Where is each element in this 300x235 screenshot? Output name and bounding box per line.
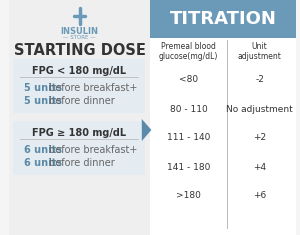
Text: -2: -2 [255, 75, 264, 85]
Text: FPG ≥ 180 mg/dL: FPG ≥ 180 mg/dL [32, 128, 127, 138]
Text: FPG < 180 mg/dL: FPG < 180 mg/dL [32, 66, 127, 76]
Text: TITRATION: TITRATION [170, 10, 277, 28]
Text: Premeal blood
glucose(mg/dL): Premeal blood glucose(mg/dL) [159, 42, 218, 61]
Bar [150, 0, 296, 235]
Bar [9, 0, 150, 235]
Text: +6: +6 [253, 192, 266, 200]
Text: 111 - 140: 111 - 140 [167, 133, 210, 142]
Text: 5 units: 5 units [24, 83, 62, 93]
Text: before breakfast+: before breakfast+ [49, 83, 137, 93]
Text: 6 units: 6 units [24, 145, 62, 155]
Text: 141 - 180: 141 - 180 [167, 162, 210, 172]
Text: before dinner: before dinner [49, 158, 115, 168]
Text: before breakfast+: before breakfast+ [49, 145, 137, 155]
Bar [14, 59, 145, 113]
Polygon shape [142, 119, 152, 141]
Text: +2: +2 [253, 133, 266, 142]
Text: — STORE —: — STORE — [63, 35, 96, 40]
Text: 6 units: 6 units [24, 158, 62, 168]
Text: +4: +4 [253, 162, 266, 172]
Text: <80: <80 [179, 75, 198, 85]
Text: 5 units: 5 units [24, 96, 62, 106]
Text: No adjustment: No adjustment [226, 105, 293, 114]
Text: >180: >180 [176, 192, 201, 200]
Bar [14, 121, 145, 175]
Text: Unit
adjustment: Unit adjustment [238, 42, 282, 61]
Text: STARTING DOSE: STARTING DOSE [14, 43, 146, 58]
Bar [150, 0, 296, 38]
Text: before dinner: before dinner [49, 96, 115, 106]
Text: INSULIN: INSULIN [61, 27, 98, 36]
Text: 80 - 110: 80 - 110 [170, 105, 208, 114]
